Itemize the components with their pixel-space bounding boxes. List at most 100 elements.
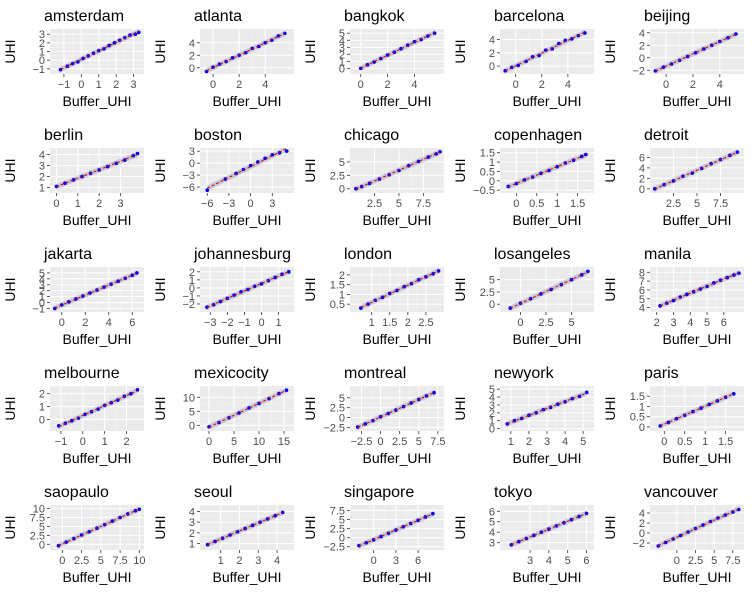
panel-plot-area [204, 30, 287, 74]
data-point [248, 163, 253, 168]
x-tick-label: 6 [129, 317, 135, 329]
panel-plot-area [653, 31, 738, 74]
data-point [678, 533, 683, 538]
fit-line [659, 272, 740, 307]
y-tick-label: 5 [339, 157, 345, 169]
x-tick-label: 5 [231, 436, 237, 448]
x-tick-label: 1 [276, 317, 282, 329]
panel-title: vancouver [644, 484, 718, 501]
panel-plot-area [509, 510, 589, 548]
x-tick-label: 5 [704, 317, 710, 329]
data-point [256, 44, 261, 49]
x-tick-label: 2.5 [392, 436, 407, 448]
x-tick-label: 0 [206, 436, 212, 448]
panel-title: chicago [344, 127, 399, 144]
y-tick-label: 0 [489, 299, 495, 311]
fit-line [58, 390, 138, 427]
y-axis-title: UHI [602, 277, 618, 301]
x-axis-title: Buffer_UHI [513, 569, 582, 585]
x-axis-title: Buffer_UHI [63, 450, 132, 466]
data-point [726, 35, 730, 40]
panel-plot-area [205, 268, 291, 311]
y-tick-label: 2 [39, 286, 45, 298]
data-point [56, 543, 61, 548]
x-tick-label: 1 [218, 555, 224, 567]
x-axis-title: Buffer_UHI [663, 331, 732, 347]
data-point [243, 50, 248, 55]
y-tick-label: 0 [189, 158, 195, 170]
x-axis-title: Buffer_UHI [663, 212, 732, 228]
fit-line [507, 154, 587, 188]
y-tick-label: 4 [339, 35, 345, 47]
y-tick-label: 2.5 [330, 170, 345, 182]
y-tick-label: 6 [639, 285, 645, 297]
x-tick-label: −3 [223, 198, 236, 210]
data-point [399, 46, 403, 51]
y-tick-label: 1.5 [330, 280, 345, 292]
x-tick-label: 4 [546, 555, 552, 567]
y-tick-label: 5 [39, 268, 45, 280]
panel-plot-area [359, 268, 441, 311]
data-point [56, 424, 61, 428]
x-tick-label: −2 [221, 317, 234, 329]
x-axis-title: Buffer_UHI [213, 212, 282, 228]
fit-line [60, 31, 139, 70]
data-point [409, 401, 413, 405]
x-axis-title: Buffer_UHI [513, 331, 582, 347]
y-tick-label: 0 [639, 184, 645, 196]
data-point [658, 304, 662, 308]
panel-plot-area [658, 391, 736, 429]
y-tick-label: 3 [189, 517, 195, 529]
data-point [701, 523, 705, 527]
y-tick-label: 1 [189, 539, 195, 551]
data-point [247, 406, 251, 410]
panel-plot-area [506, 152, 588, 190]
y-tick-label: 3 [39, 280, 45, 292]
x-tick-label: 5 [565, 555, 571, 567]
x-tick-label: 2 [690, 79, 696, 91]
x-tick-label: 0 [80, 436, 86, 448]
data-point [412, 39, 417, 44]
x-tick-label: 5 [396, 198, 402, 210]
y-tick-label: 2 [39, 38, 45, 50]
y-tick-label: 4 [639, 303, 645, 315]
x-axis-title: Buffer_UHI [363, 569, 432, 585]
y-tick-label: −2 [632, 65, 645, 77]
x-axis-title: Buffer_UHI [363, 93, 432, 109]
y-tick-label: 3 [489, 400, 495, 412]
data-point [284, 388, 289, 393]
fit-line [510, 271, 589, 309]
panel-title: singapore [344, 484, 414, 501]
x-tick-label: 0.5 [529, 198, 544, 210]
data-point [663, 540, 668, 545]
data-point [284, 149, 289, 153]
x-tick-label: 5 [711, 555, 717, 567]
y-tick-label: 5 [339, 28, 345, 40]
panel-title: tokyo [494, 484, 532, 501]
x-tick-label: 2 [236, 555, 242, 567]
x-tick-label: 2 [82, 317, 88, 329]
data-point [539, 292, 543, 296]
panel-plot-area [205, 148, 289, 193]
x-tick-label: 0 [371, 555, 377, 567]
y-tick-label: 0 [39, 539, 45, 551]
y-tick-label: 2 [489, 408, 495, 420]
x-tick-label: 2 [113, 79, 119, 91]
y-axis-title: UHI [152, 515, 168, 539]
x-tick-label: 5 [98, 555, 104, 567]
data-point [135, 271, 139, 275]
x-axis-title: Buffer_UHI [63, 212, 132, 228]
panel-title: paris [644, 365, 679, 382]
panel-title: mexicocity [194, 365, 269, 382]
y-tick-label: −3 [182, 170, 195, 182]
